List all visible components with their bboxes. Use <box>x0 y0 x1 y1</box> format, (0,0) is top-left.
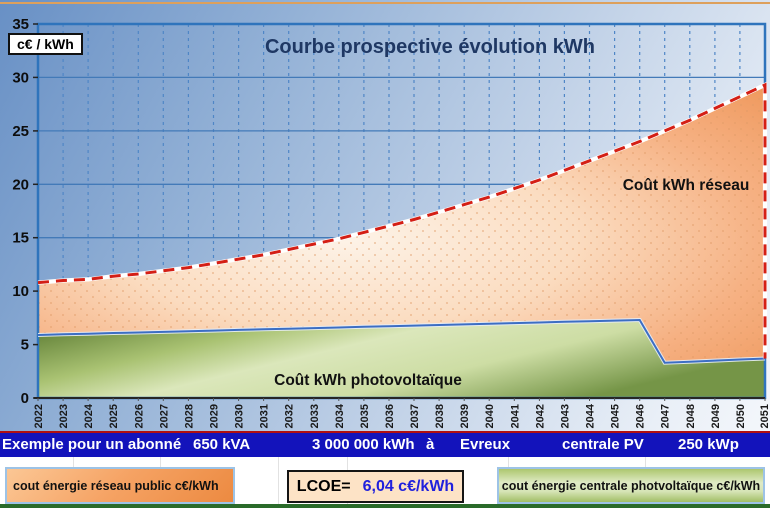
reseau-area-label: Coût kWh réseau <box>623 177 750 194</box>
reseau-line[interactable] <box>37 82 767 359</box>
legend-pv-box[interactable]: cout énergie centrale photvoltaïque c€/k… <box>497 467 765 504</box>
banner-kva-value: 650 kVA <box>193 436 251 453</box>
x-axis-label: 2047 <box>660 404 672 428</box>
x-axis-label: 2030 <box>234 404 246 428</box>
chart-title[interactable]: Courbe prospective évolution kWh <box>264 36 596 58</box>
x-axis-label: 2037 <box>409 404 421 428</box>
x-axis-label: 2045 <box>610 404 622 428</box>
lcoe-value: 6,04 c€/kWh <box>362 477 455 495</box>
x-axis-label: 2028 <box>183 404 195 428</box>
x-axis-label: 2029 <box>209 404 221 428</box>
banner-kwp-value: 250 kWp <box>678 436 739 453</box>
x-axis-label: 2043 <box>559 404 571 428</box>
y-axis-label: 25 <box>12 123 29 140</box>
x-axis-label: 2032 <box>284 404 296 428</box>
chart-object[interactable]: 0 5 10 15 20 25 30 35 2022 2023 2024 2025 2026 2027 20… <box>0 0 770 431</box>
x-axis-label: 2039 <box>459 404 471 428</box>
legend-reseau-box[interactable]: cout énergie réseau public c€/kWh <box>5 467 235 504</box>
x-axis-label: 2049 <box>710 404 722 428</box>
x-axis-label: 2041 <box>509 404 521 428</box>
y-axis-label: 10 <box>12 283 29 300</box>
y-axis-label: 30 <box>12 69 29 86</box>
x-axis-label: 2025 <box>108 404 120 428</box>
x-axis-label: 2046 <box>635 404 647 428</box>
pv-area[interactable] <box>38 320 765 398</box>
banner-city-value: Evreux <box>460 436 511 453</box>
y-axis-label: 15 <box>12 230 29 247</box>
x-axis-label: 2023 <box>58 404 70 428</box>
pv-line[interactable] <box>37 318 766 364</box>
x-axis-label: 2035 <box>359 404 371 428</box>
pv-area-label: Coût kWh photovoltaïque <box>274 372 462 389</box>
banner-subscriber-label: Exemple pour un abonné <box>2 436 182 453</box>
cell-gridline <box>278 457 279 504</box>
legend-pv-label: cout énergie centrale photvoltaïque c€/k… <box>501 478 761 493</box>
area-chart[interactable]: 0 5 10 15 20 25 30 35 2022 2023 2024 2025 2026 2027 20… <box>0 0 770 431</box>
lcoe-label: LCOE= <box>296 477 351 495</box>
bottom-green-bar <box>0 504 770 508</box>
x-axis-label: 2034 <box>334 403 346 428</box>
x-axis-label: 2031 <box>259 404 271 428</box>
x-axis-label: 2050 <box>735 404 747 428</box>
legend-row: cout énergie réseau public c€/kWh LCOE= … <box>0 457 770 504</box>
x-axis-label: 2042 <box>534 404 546 428</box>
x-axis-label: 2044 <box>585 403 597 428</box>
x-axis-label: 2036 <box>384 404 396 428</box>
x-axis-label: 2027 <box>158 404 170 428</box>
summary-banner[interactable]: Exemple pour un abonné 650 kVA 3 000 000… <box>0 431 770 457</box>
x-axis-label: 2033 <box>309 404 321 428</box>
x-axis-label: 2040 <box>484 404 496 428</box>
y-axis-label: 35 <box>12 16 29 33</box>
x-axis-label: 2022 <box>33 404 45 428</box>
banner-kwh-value: 3 000 000 kWh <box>312 436 415 453</box>
x-axis-label: 2048 <box>685 404 697 428</box>
lcoe-box[interactable]: LCOE= 6,04 c€/kWh <box>287 470 464 503</box>
legend-reseau-label: cout énergie réseau public c€/kWh <box>13 478 219 493</box>
y-axis-unit-label: c€ / kWh <box>17 36 74 52</box>
x-axis-label: 2051 <box>759 404 770 428</box>
y-axis-label: 5 <box>21 337 29 354</box>
y-axis-unit-box[interactable]: c€ / kWh <box>8 33 83 55</box>
x-axis-label: 2038 <box>434 404 446 428</box>
banner-pv-plant-label: centrale PV <box>562 436 644 453</box>
x-axis-label: 2024 <box>83 403 95 428</box>
y-axis-label: 0 <box>21 390 29 407</box>
banner-a-label: à <box>426 436 435 453</box>
top-accent-line <box>0 2 770 4</box>
y-axis-label: 20 <box>12 176 29 193</box>
x-axis-label: 2026 <box>133 404 145 428</box>
